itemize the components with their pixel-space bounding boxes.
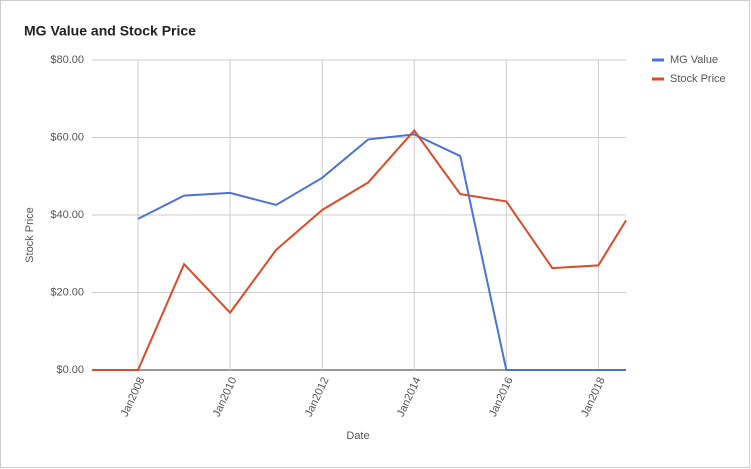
- series-line: [137, 133, 626, 371]
- y-tick-label: $0.00: [56, 364, 84, 376]
- y-tick-label: $60.00: [50, 131, 84, 143]
- x-axis-label: Date: [346, 430, 369, 442]
- y-tick-label: $20.00: [50, 286, 84, 298]
- legend-label: MG Value: [670, 54, 718, 66]
- y-axis-label: Stock Price: [24, 207, 36, 263]
- legend-label: Stock Price: [670, 73, 726, 85]
- series-line: [92, 128, 627, 371]
- y-tick-label: $40.00: [50, 209, 84, 221]
- chart-title: MG Value and Stock Price: [24, 23, 196, 39]
- y-tick-label: $80.00: [50, 54, 84, 66]
